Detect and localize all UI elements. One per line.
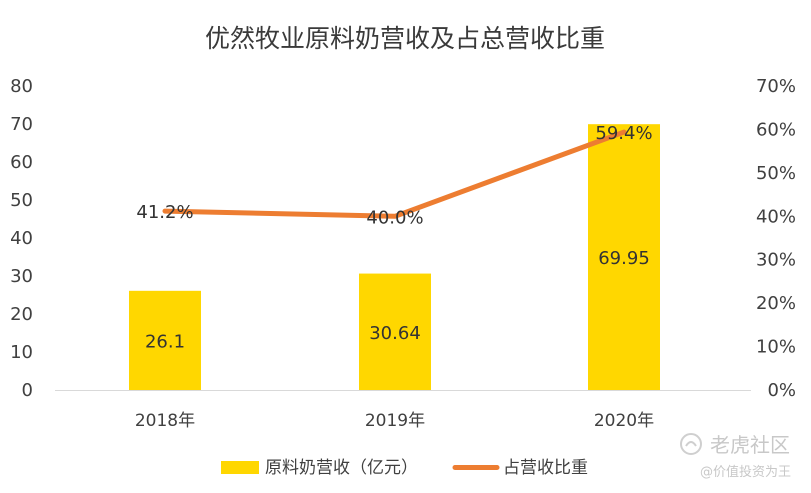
bar-series: [129, 124, 660, 390]
bar-value-label: 69.95: [598, 248, 650, 269]
bar-data-labels: 26.1 30.64 69.95: [145, 248, 650, 352]
bar: [129, 290, 201, 390]
right-tick-label: 20%: [756, 293, 796, 314]
legend-label-line: 占营收比重: [503, 458, 588, 478]
bar: [588, 124, 660, 390]
left-axis-ticks: 0 10 20 30 40 50 60 70 80: [10, 76, 33, 401]
left-tick-label: 80: [10, 76, 33, 97]
line-value-label: 59.4%: [595, 123, 652, 144]
category-label: 2020年: [594, 411, 654, 431]
right-tick-label: 0%: [767, 380, 796, 401]
category-label: 2018年: [135, 411, 195, 431]
bar-value-label: 30.64: [369, 323, 421, 344]
line-path: [162, 129, 627, 219]
bar-value-label: 26.1: [145, 331, 185, 352]
category-labels: 2018年 2019年 2020年: [135, 411, 654, 431]
left-tick-label: 30: [10, 266, 33, 287]
left-tick-label: 0: [22, 380, 33, 401]
right-tick-label: 40%: [756, 206, 796, 227]
legend: 原料奶营收（亿元） 占营收比重: [221, 458, 588, 478]
category-label: 2019年: [365, 411, 425, 431]
right-tick-label: 70%: [756, 76, 796, 97]
left-tick-label: 10: [10, 342, 33, 363]
legend-label-bar: 原料奶营收（亿元）: [265, 458, 418, 478]
line-value-label: 40.0%: [366, 207, 423, 228]
watermark-text: 老虎社区: [710, 433, 790, 457]
bar: [359, 273, 431, 390]
left-tick-label: 50: [10, 190, 33, 211]
right-tick-label: 30%: [756, 250, 796, 271]
line-data-labels: 41.2% 40.0% 59.4%: [136, 123, 652, 228]
line-series: [162, 129, 627, 219]
left-tick-label: 60: [10, 152, 33, 173]
left-tick-label: 20: [10, 304, 33, 325]
right-tick-label: 10%: [756, 337, 796, 358]
right-tick-label: 60%: [756, 119, 796, 140]
line-value-label: 41.2%: [136, 202, 193, 223]
right-tick-label: 50%: [756, 163, 796, 184]
watermark-subtext: @价值投资为王: [700, 464, 791, 480]
right-axis-ticks: 0% 10% 20% 30% 40% 50% 60% 70%: [756, 76, 796, 401]
left-tick-label: 70: [10, 114, 33, 135]
legend-swatch-bar: [221, 461, 259, 474]
chart-title: 优然牧业原料奶营收及占总营收比重: [205, 24, 605, 53]
watermark: 老虎社区 @价值投资为王: [680, 433, 791, 480]
tiger-logo-icon: [680, 433, 702, 455]
left-tick-label: 40: [10, 228, 33, 249]
